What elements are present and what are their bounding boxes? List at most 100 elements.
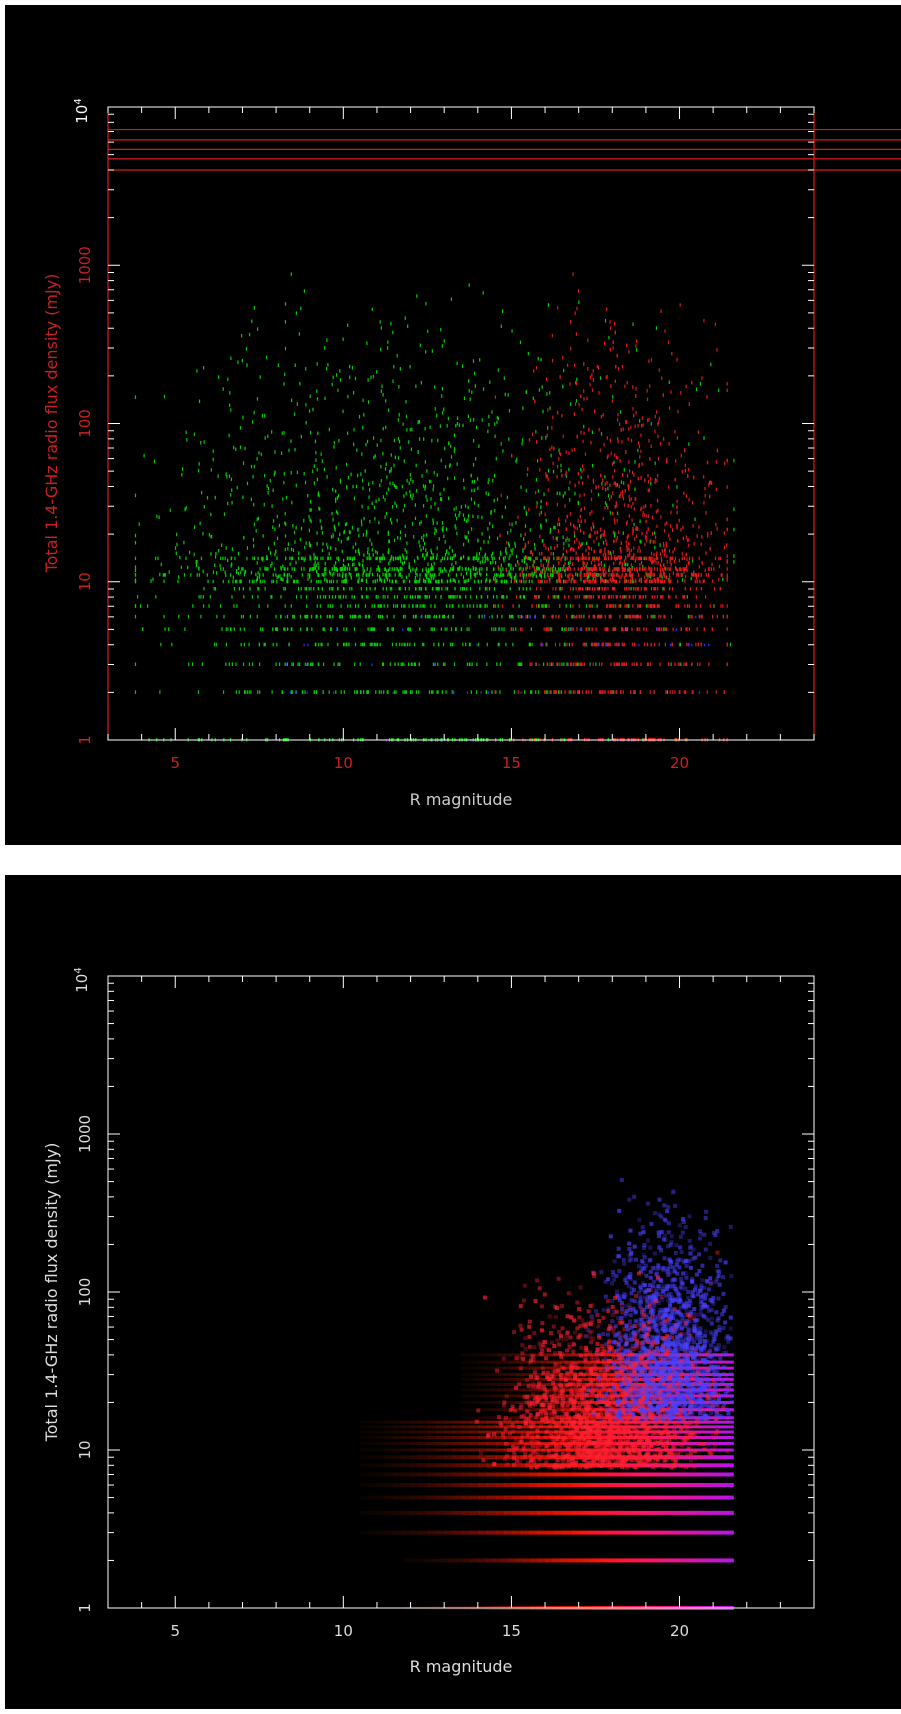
scatter-point	[233, 586, 235, 591]
scatter-point	[643, 642, 646, 647]
scatter-point	[299, 614, 302, 619]
scatter-point	[351, 525, 354, 530]
scatter-point	[612, 511, 614, 516]
scatter-point	[590, 489, 593, 493]
scatter-point	[515, 563, 517, 568]
scatter-point	[600, 576, 602, 580]
scatter-point	[420, 615, 422, 619]
scatter-point	[541, 571, 543, 575]
scatter-point	[641, 531, 643, 536]
scatter-point	[621, 490, 624, 494]
scatter-point	[668, 380, 670, 384]
scatter-point	[652, 614, 655, 619]
scatter-point	[588, 586, 590, 591]
scatter-point	[545, 642, 547, 647]
scatter-point	[505, 642, 507, 647]
scatter-point	[643, 586, 646, 591]
scatter-point	[609, 326, 612, 330]
scatter-point	[386, 475, 388, 479]
scatter-point	[300, 306, 302, 311]
scatter-point	[573, 614, 575, 619]
scatter-point	[547, 562, 549, 566]
scatter-point	[547, 627, 549, 631]
scatter-point	[701, 614, 703, 619]
scatter-point	[606, 579, 608, 584]
scatter-point	[329, 572, 331, 576]
scatter-point	[551, 333, 553, 338]
scatter-point	[384, 595, 386, 599]
scatter-point	[550, 627, 552, 631]
scatter-point	[602, 595, 604, 599]
scatter-point	[566, 642, 568, 647]
scatter-point	[696, 579, 698, 584]
scatter-point	[631, 518, 633, 522]
scatter-point	[255, 529, 257, 533]
scatter-point	[263, 642, 265, 647]
density-band	[699, 1530, 709, 1535]
scatter-point	[669, 556, 672, 561]
scatter-point	[580, 543, 582, 548]
scatter-point	[582, 642, 584, 647]
scatter-point	[710, 531, 712, 535]
scatter-point	[376, 642, 379, 647]
scatter-point	[362, 559, 364, 563]
scatter-point	[500, 324, 502, 329]
scatter-point	[611, 573, 613, 577]
scatter-point	[709, 480, 711, 485]
scatter-point	[475, 556, 478, 561]
scatter-point	[604, 318, 607, 323]
scatter-point	[574, 615, 576, 619]
density-band	[377, 1495, 387, 1500]
scatter-point	[556, 410, 559, 415]
scatter-point	[497, 642, 499, 647]
scatter-point	[486, 604, 488, 608]
density-band	[673, 1558, 682, 1563]
scatter-point	[591, 509, 593, 514]
scatter-point	[332, 604, 334, 608]
scatter-point	[634, 487, 636, 491]
scatter-point	[616, 482, 618, 487]
scatter-point	[380, 464, 382, 469]
scatter-point	[676, 572, 678, 577]
scatter-point	[577, 690, 579, 694]
scatter-point	[677, 568, 679, 573]
scatter-point	[570, 614, 573, 619]
scatter-point	[432, 615, 435, 619]
scatter-point	[375, 549, 377, 554]
scatter-point	[647, 527, 649, 531]
scatter-point	[390, 453, 392, 457]
scatter-point	[636, 614, 638, 619]
scatter-point	[340, 567, 342, 571]
scatter-point	[242, 415, 244, 420]
scatter-point	[726, 567, 728, 571]
scatter-point	[258, 662, 261, 666]
scatter-point	[654, 461, 656, 465]
scatter-point	[656, 556, 658, 561]
scatter-point	[275, 627, 277, 631]
scatter-point	[290, 439, 292, 443]
scatter-point	[680, 573, 682, 577]
scatter-point	[372, 643, 374, 647]
scatter-point	[619, 595, 621, 599]
scatter-point	[609, 614, 611, 619]
scatter-point	[251, 595, 253, 599]
scatter-point	[453, 433, 456, 438]
scatter-point	[486, 642, 488, 647]
scatter-point	[331, 586, 333, 591]
scatter-point	[547, 691, 549, 694]
scatter-point	[577, 471, 579, 476]
scatter-point	[396, 518, 398, 523]
scatter-point	[414, 595, 416, 599]
scatter-point	[417, 450, 419, 454]
scatter-point	[343, 627, 345, 631]
scatter-point	[620, 480, 623, 485]
scatter-point	[484, 552, 487, 557]
scatter-point	[334, 527, 336, 532]
scatter-point	[291, 567, 293, 571]
scatter-point	[685, 662, 688, 666]
scatter-point	[701, 561, 703, 565]
scatter-point	[218, 375, 220, 379]
density-band	[470, 1510, 480, 1515]
scatter-point	[389, 579, 391, 583]
scatter-point	[415, 614, 417, 619]
